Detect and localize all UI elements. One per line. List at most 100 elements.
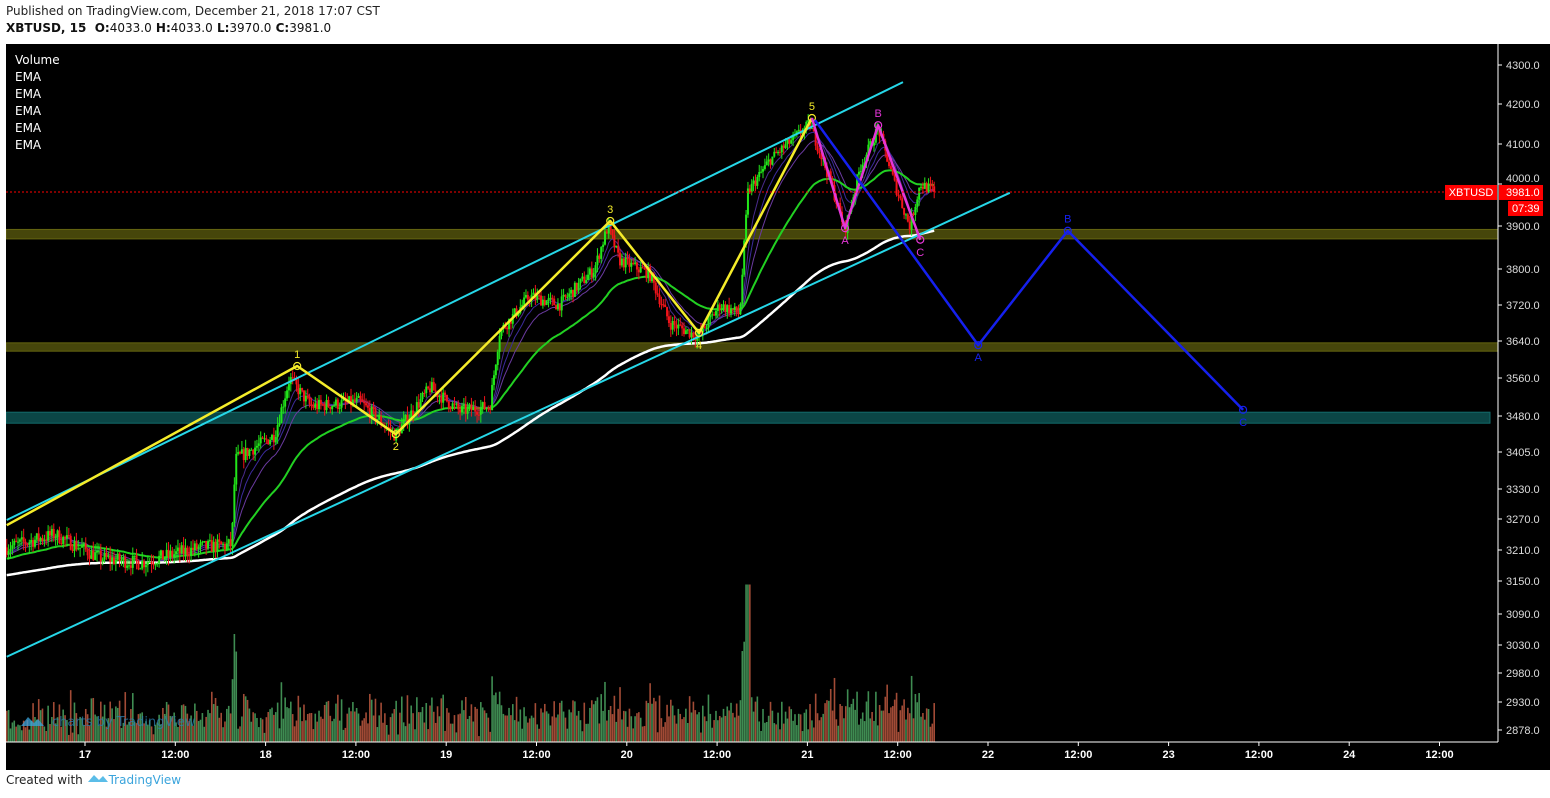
candle bbox=[301, 387, 304, 393]
candle-body bbox=[720, 308, 723, 311]
volume-bar bbox=[577, 710, 580, 742]
candle-body bbox=[58, 530, 61, 543]
volume-bar bbox=[150, 726, 153, 742]
volume-bar bbox=[282, 718, 285, 742]
candle-body bbox=[524, 294, 527, 298]
candle-body bbox=[80, 546, 83, 548]
candle-body bbox=[419, 399, 422, 408]
candle bbox=[555, 304, 558, 310]
footer-brand-link[interactable]: TradingView bbox=[108, 773, 182, 787]
candle bbox=[664, 298, 667, 308]
candle-body bbox=[432, 382, 435, 391]
candle-body bbox=[6, 547, 8, 555]
candle bbox=[780, 144, 783, 159]
candle-body bbox=[56, 530, 59, 538]
candle-body bbox=[743, 240, 746, 275]
price-tick-label: 3270.0 bbox=[1506, 514, 1540, 526]
abc-big-wave-point bbox=[1063, 226, 1072, 235]
candle bbox=[223, 541, 226, 555]
volume-bar bbox=[17, 724, 19, 742]
volume-bar bbox=[137, 714, 140, 742]
candle bbox=[647, 262, 650, 284]
candle bbox=[310, 397, 313, 411]
volume-bar bbox=[688, 696, 691, 742]
candle-body bbox=[246, 447, 249, 456]
candle bbox=[728, 297, 731, 317]
high-label: H: bbox=[155, 21, 171, 35]
candle-body bbox=[466, 407, 469, 414]
candle bbox=[444, 390, 447, 401]
volume-bar bbox=[839, 704, 841, 742]
volume-bar bbox=[579, 720, 582, 742]
volume-bar bbox=[481, 707, 484, 742]
candle-body bbox=[596, 255, 599, 266]
volume-bar bbox=[115, 706, 117, 742]
candle bbox=[272, 427, 275, 450]
candle bbox=[929, 176, 932, 193]
candle bbox=[261, 436, 264, 440]
candle bbox=[203, 540, 206, 543]
volume-bar bbox=[239, 726, 241, 742]
candle bbox=[18, 538, 21, 547]
volume-bar bbox=[559, 702, 561, 742]
volume-bar bbox=[922, 713, 924, 742]
candle bbox=[182, 537, 185, 561]
candle bbox=[338, 402, 341, 414]
candle-body bbox=[84, 543, 87, 550]
volume-bar bbox=[141, 712, 143, 742]
legend-ema[interactable]: EMA bbox=[15, 138, 42, 152]
chart-pane[interactable]: 1 2 3 4 5 A B C A B C 4300.0 4200.0 4100.0 4000.0 3900.… bbox=[6, 44, 1550, 770]
volume-bar bbox=[528, 718, 531, 742]
volume-bar bbox=[408, 723, 411, 742]
legend-ema[interactable]: EMA bbox=[15, 121, 42, 135]
candle-body bbox=[118, 553, 121, 562]
candle bbox=[378, 409, 381, 421]
volume-bar bbox=[905, 719, 907, 742]
legend-ema[interactable]: EMA bbox=[15, 104, 42, 118]
candle bbox=[195, 539, 198, 551]
candle bbox=[372, 401, 375, 415]
candle-body bbox=[299, 388, 302, 395]
candle-body bbox=[820, 153, 823, 160]
volume-bar bbox=[720, 717, 723, 742]
candle bbox=[250, 447, 253, 451]
legend-ema[interactable]: EMA bbox=[15, 70, 42, 84]
candle-body bbox=[415, 402, 418, 414]
volume-bar bbox=[875, 691, 877, 742]
candle bbox=[359, 391, 362, 405]
volume-bar bbox=[171, 716, 174, 742]
volume-bar bbox=[444, 730, 446, 742]
legend-volume[interactable]: Volume bbox=[15, 53, 60, 67]
volume-bar bbox=[696, 714, 698, 742]
volume-bar bbox=[256, 717, 258, 742]
volume-bar bbox=[702, 705, 704, 742]
candle-body bbox=[914, 206, 917, 215]
candle-body bbox=[41, 538, 44, 541]
candle bbox=[7, 544, 10, 560]
candle bbox=[254, 440, 257, 462]
last-price-tag bbox=[1499, 184, 1543, 200]
candle-body bbox=[90, 550, 93, 559]
volume-bar bbox=[284, 697, 286, 742]
candle bbox=[180, 541, 183, 555]
volume-bar bbox=[769, 701, 772, 742]
volume-bar bbox=[617, 708, 619, 742]
volume-bar bbox=[338, 720, 341, 742]
chart-canvas[interactable]: 12345ABCABC4300.04200.04100.04000.03900.… bbox=[6, 44, 1550, 770]
candle-body bbox=[188, 554, 191, 556]
candle-body bbox=[39, 538, 42, 542]
candle bbox=[442, 386, 445, 409]
candle-body bbox=[280, 407, 283, 424]
candle-body bbox=[660, 304, 663, 306]
candle-body bbox=[427, 386, 430, 389]
candle-body bbox=[182, 545, 185, 554]
volume-bar bbox=[814, 693, 817, 742]
candle-body bbox=[462, 404, 465, 407]
candle-body bbox=[348, 396, 351, 402]
volume-bar bbox=[463, 710, 465, 742]
volume-bar bbox=[805, 709, 808, 742]
time-tick-label: 17 bbox=[79, 749, 91, 761]
candle bbox=[308, 393, 311, 408]
volume-bar bbox=[152, 734, 155, 742]
legend-ema[interactable]: EMA bbox=[15, 87, 42, 101]
